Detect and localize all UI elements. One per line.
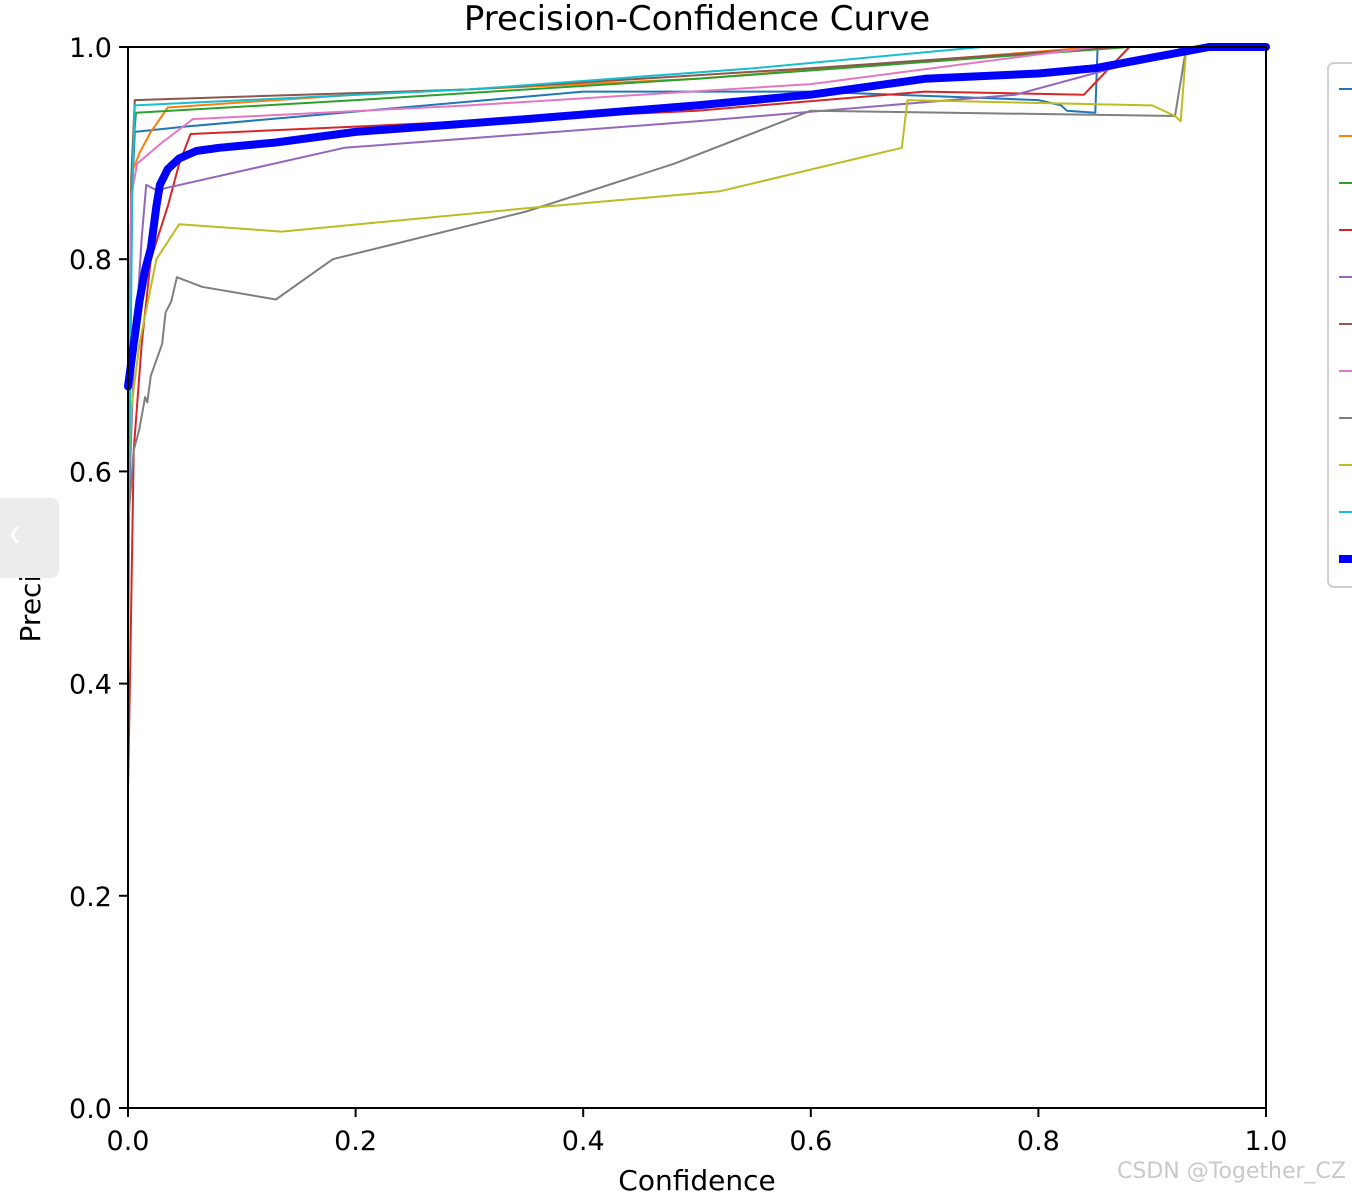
x-tick-label: 1.0 <box>1245 1126 1288 1157</box>
x-tick-label: 0.0 <box>107 1126 150 1157</box>
x-axis-label: Confidence <box>618 1164 775 1194</box>
watermark: CSDN @Together_CZ <box>1117 1159 1346 1184</box>
y-tick-label: 0.0 <box>69 1094 112 1125</box>
y-tick-label: 0.2 <box>69 882 112 913</box>
series-line-11 <box>124 43 1270 391</box>
x-tick-label: 0.6 <box>789 1126 832 1157</box>
chevron-left-icon: ❮ <box>8 524 22 543</box>
chart-title: Precision-Confidence Curve <box>464 0 930 39</box>
series-line-4 <box>127 46 1267 791</box>
x-tick-label: 0.8 <box>1017 1126 1060 1157</box>
y-tick-label: 1.0 <box>69 33 112 64</box>
x-tick-label: 0.2 <box>334 1126 377 1157</box>
x-tick-label: 0.4 <box>562 1126 605 1157</box>
side-collapse-tab[interactable]: ❮ <box>0 498 59 578</box>
axes-layer: 0.0 0.2 0.4 0.6 0.8 1.0 0.0 0.2 0.4 0.6 0.8 1.0 <box>69 33 1287 1157</box>
plot-frame <box>127 46 1267 1109</box>
series-line-9 <box>127 46 1267 494</box>
series-line-8 <box>127 46 1267 526</box>
legend <box>1327 62 1352 588</box>
series-line-5 <box>127 46 1267 526</box>
y-tick-label: 0.4 <box>69 670 112 701</box>
y-tick-label: 0.6 <box>69 457 112 488</box>
series-line-10 <box>127 46 1267 579</box>
y-tick-label: 0.8 <box>69 245 112 276</box>
series-layer <box>124 43 1270 791</box>
